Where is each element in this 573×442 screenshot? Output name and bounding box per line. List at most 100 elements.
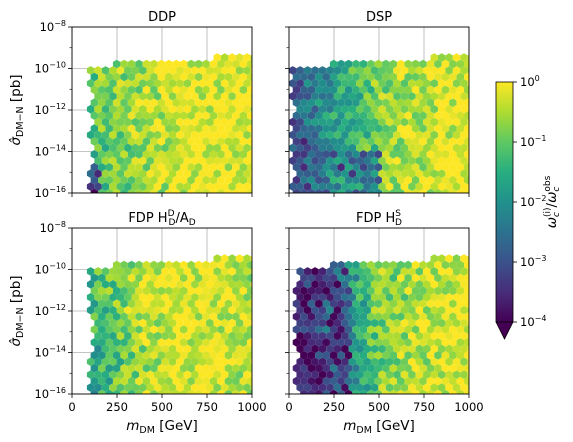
hexbin-cell [179, 111, 188, 120]
hexbin-cell [135, 175, 143, 185]
hexbin-cell [352, 351, 360, 360]
hexbin-cell [239, 175, 248, 185]
hexbin-cell [456, 376, 465, 386]
hexbin-cell [389, 59, 397, 69]
hexbin-cell [415, 331, 424, 341]
hexbin-cell [415, 370, 424, 379]
y-tick-label: 10−12 [34, 303, 66, 318]
hexbin-cell [449, 85, 457, 95]
hexbin-cell [300, 351, 308, 360]
hexbin-cell [367, 260, 375, 270]
hexbin-cell [213, 267, 221, 276]
hexbin-cell [179, 175, 188, 185]
panel-title: DSP [366, 10, 392, 25]
hexbin-cell [139, 91, 147, 101]
hexbin-cell [411, 312, 420, 321]
hexbin-cell [344, 338, 353, 347]
hexbin-cell [198, 169, 207, 178]
hexbin-cell [112, 188, 121, 193]
hexbin-cell [220, 370, 229, 379]
hexbin-cell [179, 325, 188, 334]
hexbin-cell [419, 98, 427, 107]
hexbin-cell [445, 156, 453, 166]
hexbin-cell [187, 363, 195, 373]
hexbin-cell [109, 318, 117, 328]
hexbin-cell [464, 124, 469, 133]
hexbin-cell [183, 292, 192, 302]
hexbin-cell [303, 383, 312, 392]
y-axis-label-unit: [pb] [8, 74, 24, 106]
hexbin-cell [176, 357, 184, 367]
hexbin-cell [116, 143, 125, 153]
hexbin-cell [445, 91, 453, 101]
hexbin-cell [385, 182, 394, 191]
hexbin-cell [179, 363, 188, 373]
hexbin-cell [247, 98, 252, 107]
hexbin-cell [318, 130, 327, 140]
hexbin-cell [131, 305, 140, 315]
hexbin-cell [243, 267, 251, 276]
hexbin-cell [449, 389, 457, 394]
hexbin-cell [404, 325, 412, 334]
hexbin-cell [135, 137, 143, 146]
hexbin-cell [116, 130, 125, 140]
hexbin-cell [307, 124, 316, 133]
hexbin-cell [243, 344, 251, 354]
hexbin-cell [385, 117, 394, 127]
hexbin-cell [456, 188, 465, 193]
hexbin-cell [135, 98, 143, 107]
hexbin-cell [183, 117, 192, 127]
hexbin-cell [209, 338, 218, 347]
hexbin-cell [370, 383, 379, 392]
hexbin-cell [378, 305, 386, 315]
hexbin-cell [209, 175, 218, 185]
hexbin-cell [411, 150, 420, 159]
hexbin-cell [311, 117, 319, 127]
hexbin-cell [300, 137, 308, 146]
hexbin-cell [165, 150, 173, 159]
hexbin-cell [213, 104, 221, 114]
hexbin-cell [153, 370, 162, 379]
hexbin-cell [135, 312, 143, 321]
hexbin-cell [337, 389, 345, 394]
hexbin-cell [142, 111, 151, 120]
hexbin-cell [378, 130, 386, 140]
hexbin-cell [374, 273, 383, 283]
colorbar-gradient [496, 82, 513, 322]
hexbin-cell [243, 357, 251, 367]
hexbin-cell [434, 72, 442, 82]
hexbin-cell [441, 273, 450, 283]
hexbin-cell [168, 143, 177, 153]
hexbin-cell [198, 104, 207, 114]
hexbin-cell [101, 169, 110, 178]
hexbin-cell [101, 267, 110, 276]
hexbin-cell [408, 104, 416, 114]
y-tick-exponent: −12 [49, 303, 66, 312]
hexbin-cell [344, 312, 353, 321]
hexbin-cell [419, 175, 427, 185]
hexbin-cell [224, 338, 233, 347]
hexbin-cell [157, 389, 166, 394]
hexbin-cell [445, 53, 453, 62]
hexbin-cell [98, 162, 106, 172]
hexbin-cell [179, 188, 188, 193]
hexbin-cell [404, 338, 412, 347]
hexbin-cell [292, 363, 301, 373]
hexbin-cell [183, 331, 192, 341]
hexbin-cell [247, 363, 252, 373]
hexbin-cell [374, 175, 383, 185]
hexbin-cell [385, 280, 394, 289]
hexbin-cell [464, 111, 469, 120]
colorbar-label-omega2: ω [544, 192, 560, 203]
hexbin-cell [131, 267, 140, 276]
hexbin-cell [202, 137, 210, 146]
hexbin-cell [456, 338, 465, 347]
hexbin-cell [411, 72, 420, 82]
hexbin-cell [322, 325, 330, 334]
hexbin-cell [356, 331, 364, 341]
hexbin-cell [120, 137, 128, 146]
hexbin-cell [109, 169, 117, 178]
hexbin-cell [348, 357, 357, 367]
hexbin-cell [120, 175, 128, 185]
hexbin-cell [176, 66, 184, 75]
